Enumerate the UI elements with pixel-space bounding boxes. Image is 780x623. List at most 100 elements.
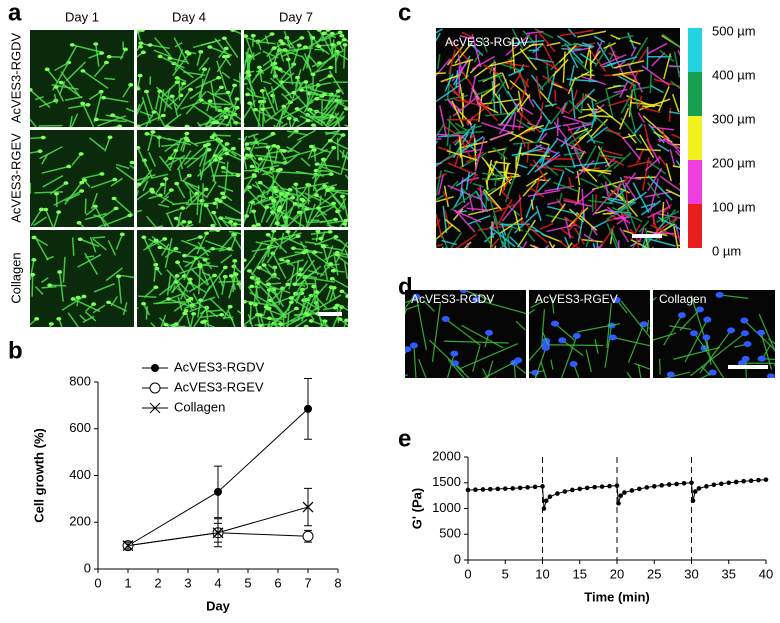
cell (81, 294, 87, 299)
fiber (226, 108, 241, 121)
point (517, 485, 523, 491)
fiber (298, 260, 309, 276)
cell (198, 98, 204, 102)
fiber (544, 185, 575, 192)
fiber (647, 206, 670, 219)
fiber (180, 74, 203, 91)
cell (230, 146, 236, 151)
cell (278, 322, 284, 326)
micrograph (244, 130, 348, 227)
point (614, 483, 620, 488)
fiber (539, 222, 554, 230)
cell (151, 110, 157, 114)
cell (274, 221, 280, 225)
fiber (589, 50, 602, 66)
fiber (700, 365, 711, 376)
fiber (490, 130, 513, 141)
micrograph (30, 30, 134, 127)
cell (232, 259, 238, 263)
fiber (307, 269, 325, 276)
fiber (494, 198, 513, 229)
fiber (665, 199, 671, 210)
fiber (337, 102, 348, 109)
fiber (501, 173, 513, 193)
fiber (137, 147, 147, 168)
fiber (459, 177, 464, 196)
micrograph (244, 30, 348, 127)
fiber (89, 137, 106, 151)
fiber (103, 96, 129, 103)
fiber (604, 325, 613, 368)
image-label: Collagen (659, 292, 706, 306)
fiber (34, 285, 44, 295)
cell (212, 273, 218, 278)
cell (128, 83, 134, 87)
fiber (532, 43, 544, 54)
fiber (671, 133, 680, 139)
fiber (461, 324, 504, 349)
cell (329, 186, 335, 191)
fiber (92, 238, 107, 251)
cell (98, 89, 104, 94)
scale-bar (632, 234, 662, 238)
fiber (530, 199, 534, 210)
fiber (548, 241, 554, 248)
x-tick-label: 0 (464, 566, 471, 581)
nucleus (569, 361, 578, 368)
fiber (282, 149, 315, 160)
cell (183, 136, 189, 141)
fiber (564, 42, 584, 64)
fiber (743, 320, 775, 351)
fiber (161, 243, 170, 256)
fiber (584, 44, 592, 69)
fiber (576, 30, 607, 38)
cell (218, 216, 224, 220)
cell (207, 99, 213, 103)
fiber (286, 154, 299, 164)
cell (76, 220, 82, 225)
fiber (129, 164, 134, 169)
cell (203, 203, 209, 208)
fiber (527, 121, 545, 131)
cell (292, 282, 298, 287)
fiber (247, 133, 259, 138)
fiber (649, 72, 653, 94)
fiber (216, 116, 227, 127)
fiber (562, 51, 566, 83)
fiber (322, 245, 330, 269)
fiber (244, 175, 255, 180)
fiber (244, 143, 248, 153)
colorbar-label: 100 µm (712, 199, 756, 214)
cell (296, 43, 302, 48)
fiber (159, 246, 182, 254)
fiber (505, 33, 531, 57)
y-axis-title: Cell growth (%) (31, 428, 46, 523)
micrograph (137, 230, 241, 327)
nucleus (412, 293, 421, 300)
fiber (509, 125, 535, 142)
cell (63, 181, 69, 185)
cell (305, 313, 311, 317)
cell (328, 262, 334, 266)
fiber (328, 70, 345, 95)
fiber (521, 241, 528, 248)
fiber (257, 104, 262, 127)
nucleus (514, 357, 523, 364)
fiber (573, 161, 608, 167)
fiber (436, 172, 447, 180)
cell (197, 264, 203, 269)
fiber (315, 113, 333, 119)
fiber (338, 238, 348, 249)
fiber (60, 81, 83, 99)
fiber (273, 200, 276, 213)
fiber (442, 205, 448, 234)
fiber (658, 137, 670, 143)
cell (230, 30, 236, 32)
cell (181, 220, 187, 224)
colorbar-segment (688, 160, 702, 204)
fiber (483, 232, 496, 243)
fiber (510, 39, 545, 45)
fiber (30, 209, 43, 227)
fiber (507, 58, 530, 88)
fiber (517, 219, 536, 248)
